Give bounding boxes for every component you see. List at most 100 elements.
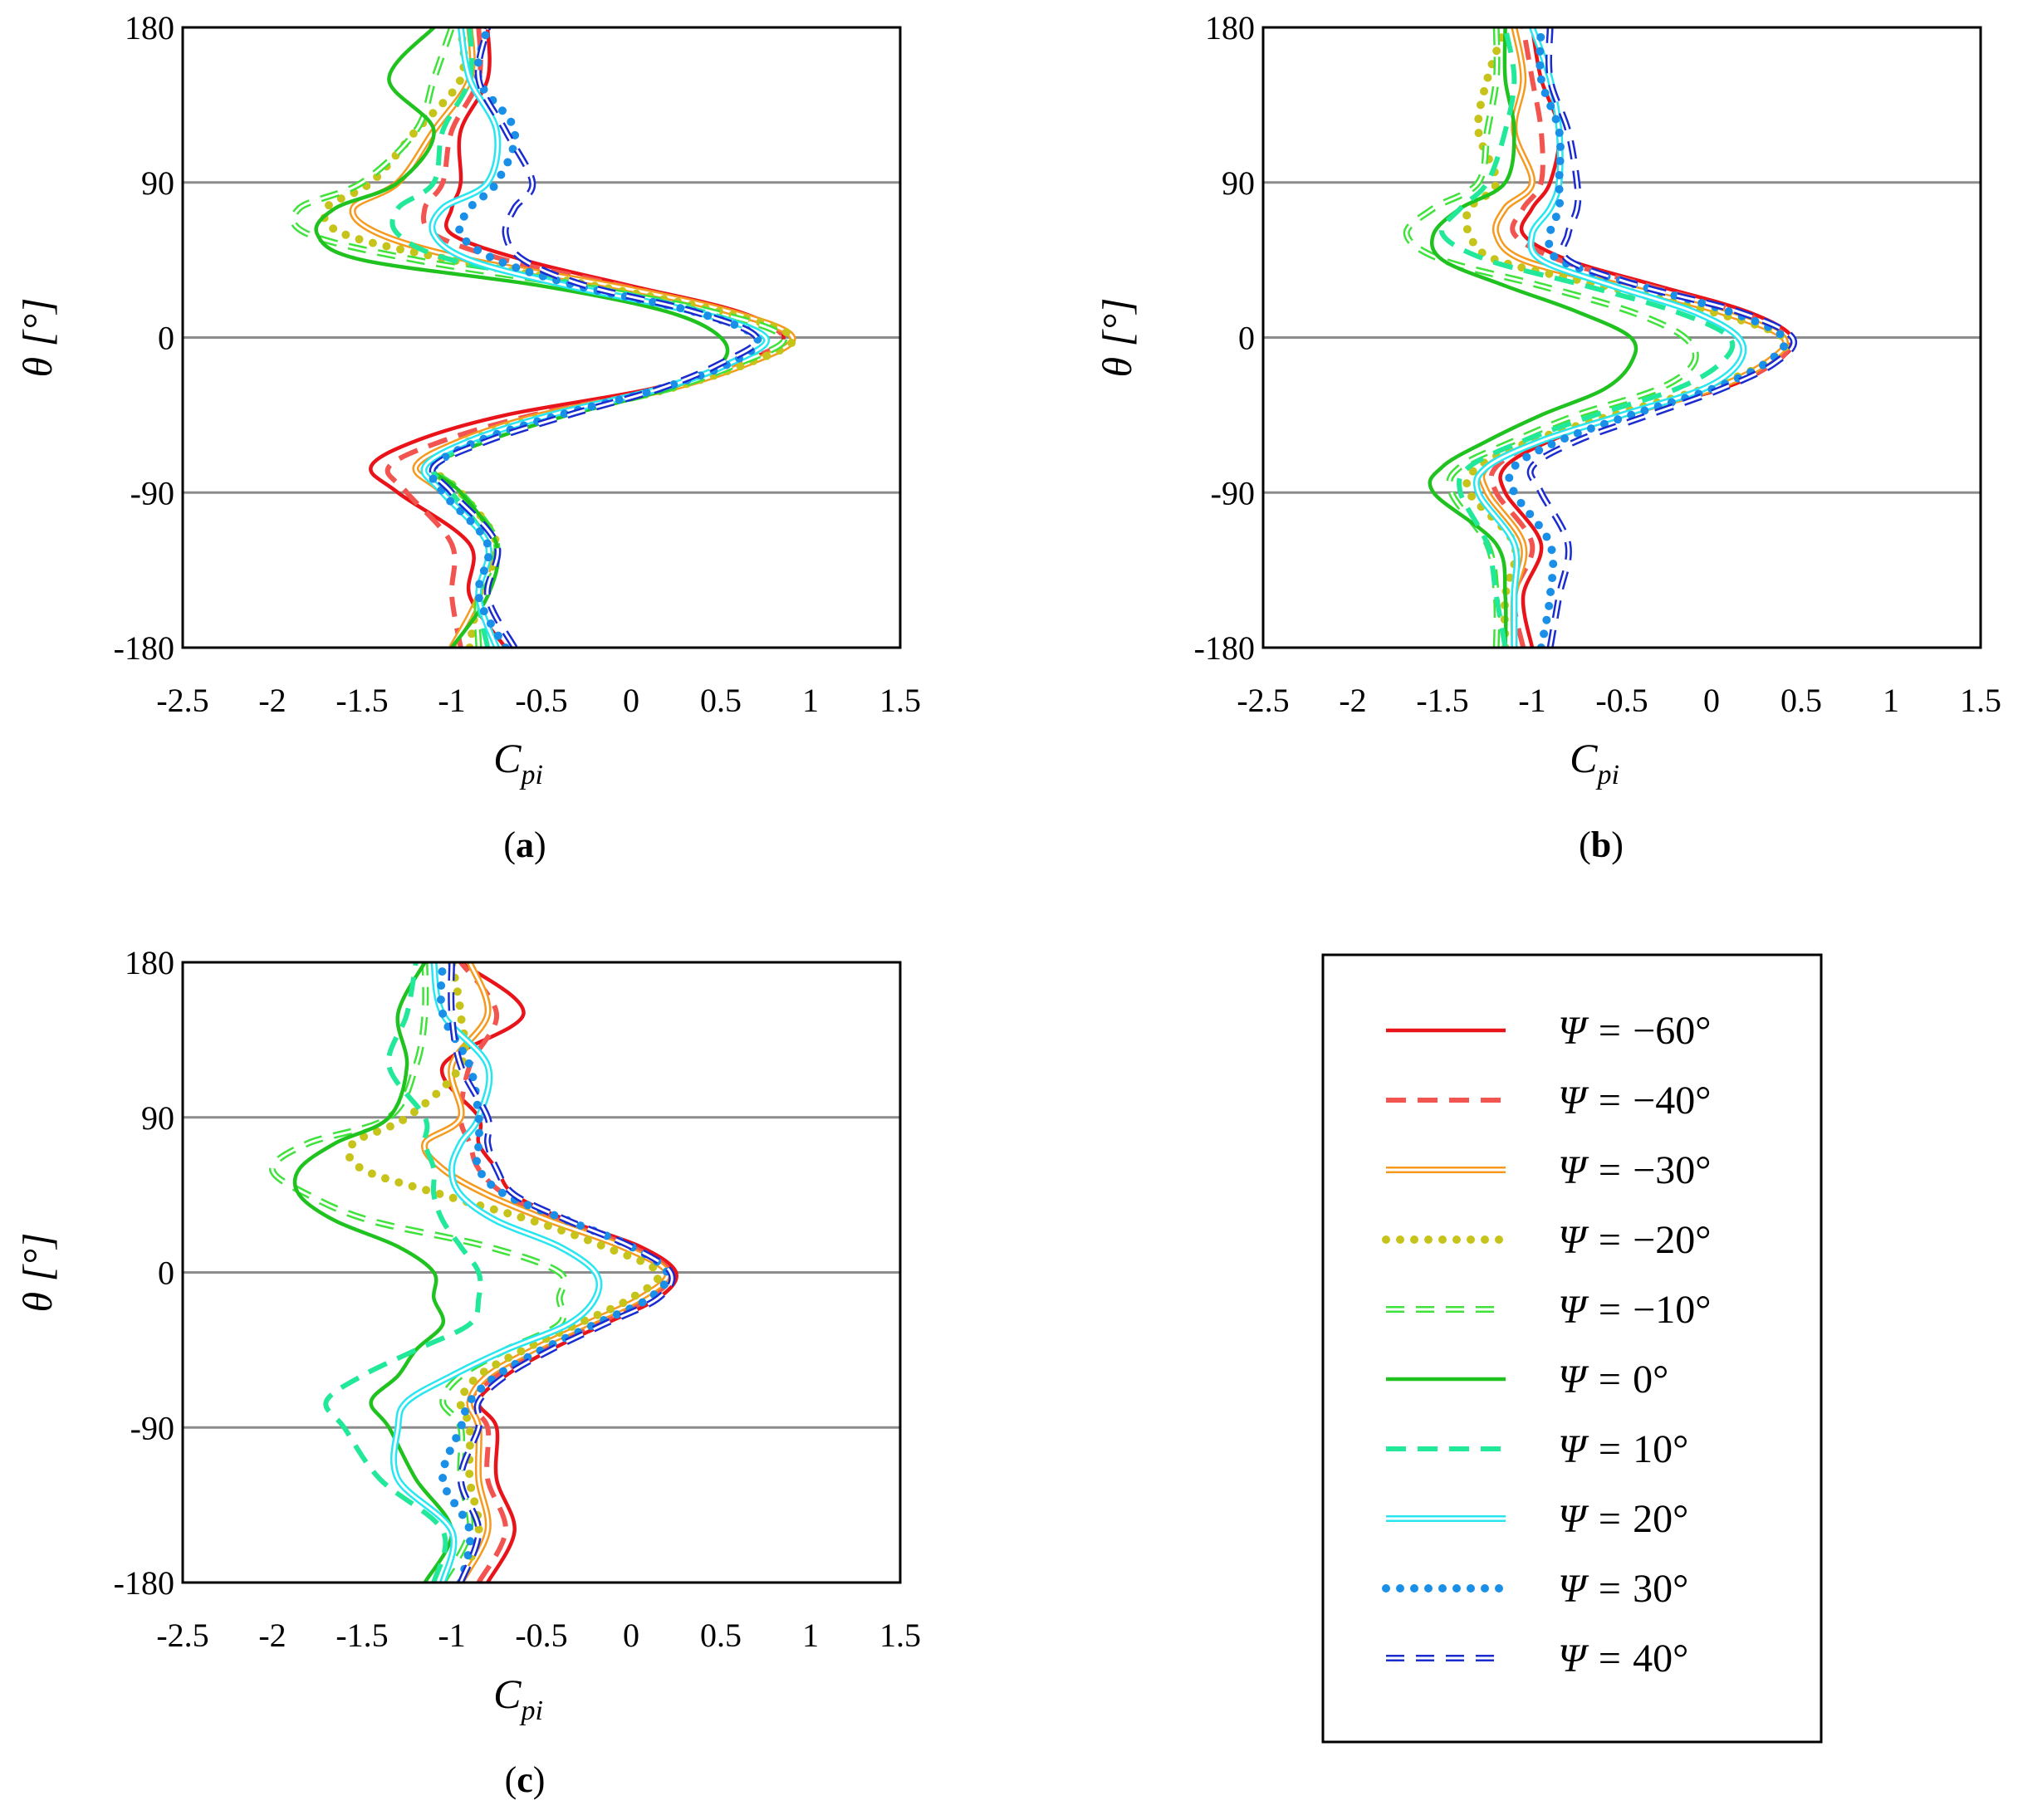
legend-items: Ψ = −60°Ψ = −40°Ψ = −30°Ψ = −20°Ψ = −10°… [1382, 1009, 1711, 1681]
panel-b: -2.5 -2 -1.5 -1 -0.5 0 0.5 1 1.5 180 90 0 -90 -180 Cpi… [1094, 9, 2001, 790]
legend-item: Ψ = 20° [1386, 1497, 1688, 1541]
y-tick-label: -180 [114, 1564, 174, 1602]
plot-frame [1261, 26, 1982, 649]
legend-label-value: 10° [1633, 1427, 1688, 1471]
x-axis-label-sub: pi [1595, 760, 1619, 790]
legend-item: Ψ = −10° [1386, 1288, 1711, 1332]
panel-a: -2.5 -2 -1.5 -1 -0.5 0 0.5 1 1.5 180 90 0 -90 -180 Cpi… [14, 9, 921, 790]
series-line-c-3 [344, 962, 664, 1583]
legend-label: Ψ = −20° [1558, 1218, 1711, 1262]
series-line-b-6 [1439, 27, 1736, 648]
legend-label: Ψ = −60° [1558, 1009, 1711, 1053]
series-line-b-8 [1505, 27, 1790, 648]
legend-label: Ψ = −30° [1558, 1148, 1711, 1192]
legend-label: Ψ = −10° [1558, 1288, 1711, 1332]
x-tick-label: 0 [623, 682, 639, 719]
x-tick-label: -1 [438, 682, 465, 719]
legend-label-prefix: Ψ = [1558, 1009, 1633, 1053]
legend-label-prefix: Ψ = [1558, 1218, 1633, 1262]
y-tick-label: 0 [1238, 320, 1255, 357]
x-tick-label: -1.5 [336, 1617, 388, 1654]
legend-label-value: −10° [1633, 1288, 1711, 1332]
x-axis-label: Cpi [493, 735, 543, 790]
legend-label-value: −30° [1633, 1148, 1711, 1192]
legend-label-prefix: Ψ = [1558, 1427, 1633, 1471]
x-tick-label: 0.5 [1780, 682, 1822, 719]
legend: Ψ = −60°Ψ = −40°Ψ = −30°Ψ = −20°Ψ = −10°… [1321, 953, 1823, 1744]
legend-label: Ψ = 0° [1558, 1358, 1668, 1402]
x-axis-label-main: C [493, 1671, 522, 1717]
x-tick-label: -2.5 [156, 682, 208, 719]
legend-label-prefix: Ψ = [1558, 1358, 1633, 1402]
series-line-b-5 [1428, 27, 1638, 648]
x-tick-label: -2.5 [1237, 682, 1289, 719]
legend-label: Ψ = 40° [1558, 1637, 1688, 1681]
x-tick-label: 1 [802, 682, 819, 719]
chart-panels: -2.5 -2 -1.5 -1 -0.5 0 0.5 1 1.5 180 90 0 -90 -180 Cpi… [14, 9, 2001, 1726]
x-tick-label: -2.5 [156, 1617, 208, 1654]
legend-label-value: 40° [1633, 1637, 1688, 1681]
x-tick-label: -2 [258, 682, 286, 719]
x-axis-label-sub: pi [519, 760, 542, 790]
x-tick-label: 1.5 [1960, 682, 2001, 719]
legend-label-prefix: Ψ = [1558, 1079, 1633, 1123]
legend-label-value: −40° [1633, 1079, 1711, 1123]
x-tick-label: -2 [1339, 682, 1366, 719]
series-line-b-7-inner [1475, 27, 1745, 648]
legend-item: Ψ = −40° [1386, 1079, 1711, 1123]
x-axis-label-main: C [493, 735, 522, 781]
series-line-b-1 [1488, 27, 1792, 648]
x-tick-label: 1.5 [879, 1617, 921, 1654]
caption-a: (a) [503, 824, 546, 865]
legend-item: Ψ = 40° [1386, 1637, 1688, 1681]
x-tick-label: -1 [1518, 682, 1545, 719]
x-tick-label: 0 [1703, 682, 1720, 719]
x-tick-label: 1 [802, 1617, 819, 1654]
y-tick-label: -90 [1211, 474, 1255, 511]
legend-item: Ψ = −20° [1382, 1218, 1711, 1262]
legend-item: Ψ = 10° [1386, 1427, 1688, 1471]
legend-label: Ψ = 10° [1558, 1427, 1688, 1471]
y-tick-label: -180 [114, 629, 174, 667]
y-tick-label: 0 [158, 1255, 174, 1292]
legend-item: Ψ = −60° [1386, 1009, 1711, 1053]
series-group [269, 962, 678, 1583]
x-axis-label: Cpi [493, 1671, 543, 1726]
legend-label-prefix: Ψ = [1558, 1497, 1633, 1541]
legend-label-value: 0° [1633, 1358, 1668, 1402]
panel-c: -2.5 -2 -1.5 -1 -0.5 0 0.5 1 1.5 180 90 0 -90 -180 Cpi… [14, 944, 921, 1726]
y-tick-label: 180 [125, 944, 174, 981]
series-line-c-7-inner [392, 962, 601, 1583]
series-line-b-3 [1462, 27, 1790, 648]
series-line-a-5 [314, 27, 730, 648]
legend-label-value: −60° [1633, 1009, 1711, 1053]
x-axis-label: Cpi [1570, 735, 1619, 790]
x-tick-label: 0 [623, 1617, 639, 1654]
y-tick-label: -90 [130, 474, 174, 511]
legend-item: Ψ = 30° [1382, 1567, 1688, 1611]
series-line-b-4-inner [1405, 27, 1697, 648]
x-tick-label: -1.5 [336, 682, 388, 719]
legend-label-value: −20° [1633, 1218, 1711, 1262]
series-line-b-9-inner [1529, 27, 1795, 648]
series-line-c-5 [292, 962, 454, 1583]
y-axis-label: θ [°] [14, 1233, 61, 1313]
x-axis-label-sub: pi [519, 1695, 542, 1726]
y-tick-label: 180 [1205, 9, 1255, 46]
x-tick-label: -1.5 [1416, 682, 1468, 719]
x-tick-label: -1 [438, 1617, 465, 1654]
series-group [289, 27, 797, 648]
y-tick-label: 0 [158, 320, 174, 357]
legend-label: Ψ = 30° [1558, 1567, 1688, 1611]
y-axis-label: θ [°] [1094, 298, 1140, 378]
x-tick-label: 0.5 [700, 1617, 742, 1654]
legend-label-prefix: Ψ = [1558, 1637, 1633, 1681]
caption-b: (b) [1579, 824, 1624, 865]
series-line-a-1 [384, 27, 786, 648]
legend-label: Ψ = 20° [1558, 1497, 1688, 1541]
y-axis-label: θ [°] [14, 298, 61, 378]
legend-item: Ψ = 0° [1386, 1358, 1668, 1402]
series-line-c-6 [323, 962, 483, 1583]
x-tick-label: -2 [258, 1617, 286, 1654]
